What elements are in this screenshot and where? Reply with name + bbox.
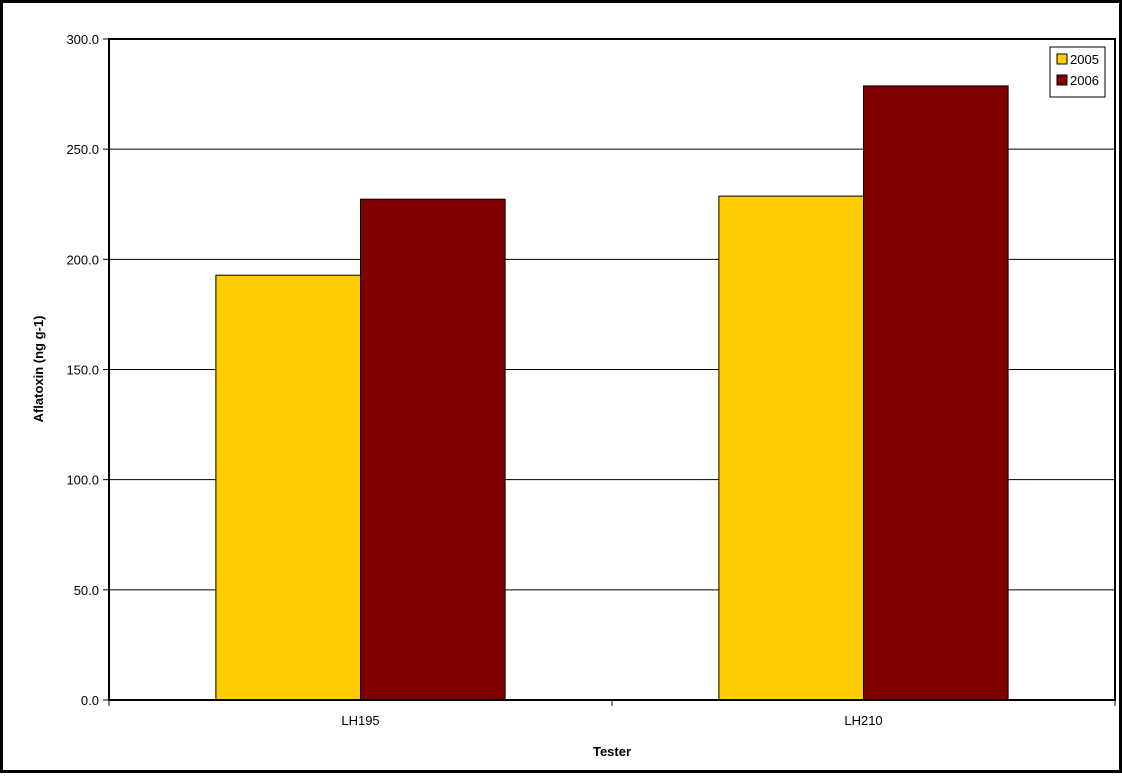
legend-label: 2005 [1070,52,1099,67]
x-axis-title: Tester [593,744,631,759]
legend: 2005 2006 [1049,46,1106,98]
y-tick-label: 250.0 [66,142,99,157]
y-tick-label: 100.0 [66,473,99,488]
x-tick-label: LH195 [341,713,379,728]
y-tick-labels: 0.0 50.0 100.0 150.0 200.0 250.0 300.0 [66,32,99,708]
legend-swatch-2005 [1056,53,1068,65]
bar-2006-LH210 [863,85,1009,701]
y-tick-label: 150.0 [66,363,99,378]
y-axis-title: Aflatoxin (ng g-1) [31,316,46,423]
bar-2006-LH195 [360,198,506,701]
axes [103,38,1116,706]
legend-label: 2006 [1070,73,1099,88]
y-tick-label: 50.0 [74,583,99,598]
bars [215,85,1009,701]
legend-swatch-2006 [1056,74,1068,86]
y-tick-label: 200.0 [66,252,99,267]
x-tick-label: LH210 [844,713,882,728]
y-tick-label: 0.0 [81,693,99,708]
bar-2005-LH210 [718,195,865,701]
bar-2005-LH195 [215,274,361,701]
y-tick-label: 300.0 [66,32,99,47]
x-tick-labels: LH195 LH210 [341,713,882,728]
plot-area-border [108,38,1116,701]
